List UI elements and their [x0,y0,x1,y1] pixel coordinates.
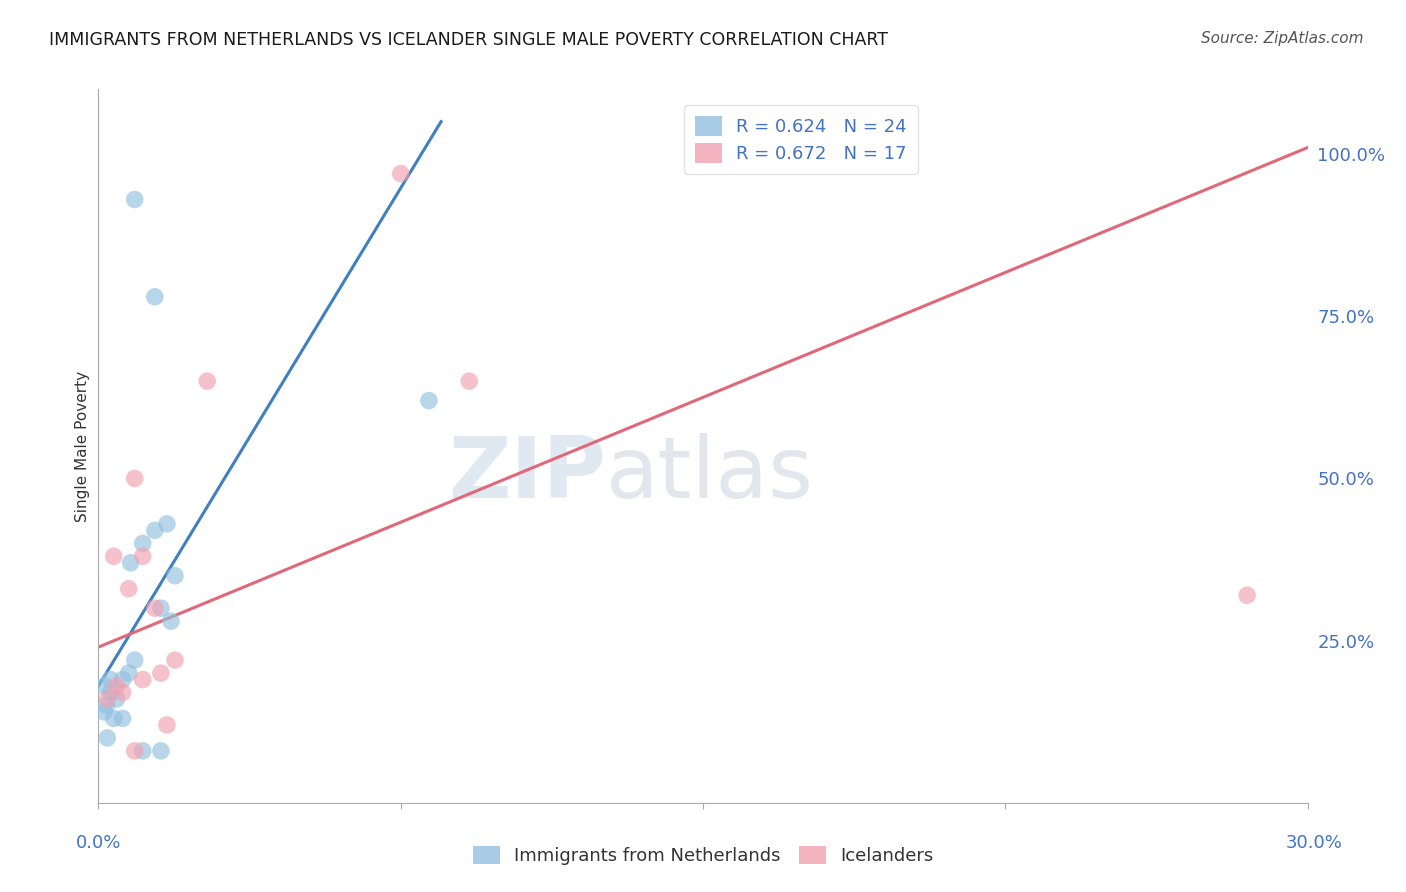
Text: IMMIGRANTS FROM NETHERLANDS VS ICELANDER SINGLE MALE POVERTY CORRELATION CHART: IMMIGRANTS FROM NETHERLANDS VS ICELANDER… [49,31,889,49]
Point [120,556,142,570]
Point [156,516,179,531]
Point [149,601,172,615]
Point [124,744,146,758]
Point [124,471,146,485]
Point [149,666,172,681]
Point [163,568,186,582]
Point [1236,588,1258,602]
Point [149,744,172,758]
Point [96,692,118,706]
Legend: Immigrants from Netherlands, Icelanders: Immigrants from Netherlands, Icelanders [465,838,941,872]
Point [132,673,155,687]
Point [96,731,118,745]
Point [93,705,115,719]
Point [105,679,128,693]
Text: ZIP: ZIP [449,433,606,516]
Point [132,549,155,564]
Point [195,374,218,388]
Point [389,167,412,181]
Point [100,673,122,687]
Point [103,711,125,725]
Point [458,374,481,388]
Point [103,549,125,564]
Point [143,524,166,538]
Point [160,614,183,628]
Point [132,536,155,550]
Point [111,673,134,687]
Point [418,393,440,408]
Text: atlas: atlas [606,433,814,516]
Point [132,744,155,758]
Point [96,698,118,713]
Y-axis label: Single Male Poverty: Single Male Poverty [75,370,90,522]
Point [143,601,166,615]
Point [111,685,134,699]
Point [111,711,134,725]
Text: Source: ZipAtlas.com: Source: ZipAtlas.com [1201,31,1364,46]
Point [105,692,128,706]
Text: 30.0%: 30.0% [1286,834,1343,852]
Point [163,653,186,667]
Point [100,685,122,699]
Legend: R = 0.624   N = 24, R = 0.672   N = 17: R = 0.624 N = 24, R = 0.672 N = 17 [683,105,918,174]
Point [118,666,141,681]
Point [143,290,166,304]
Point [118,582,141,596]
Point [124,193,146,207]
Point [124,653,146,667]
Point [93,679,115,693]
Text: 0.0%: 0.0% [76,834,121,852]
Point [156,718,179,732]
